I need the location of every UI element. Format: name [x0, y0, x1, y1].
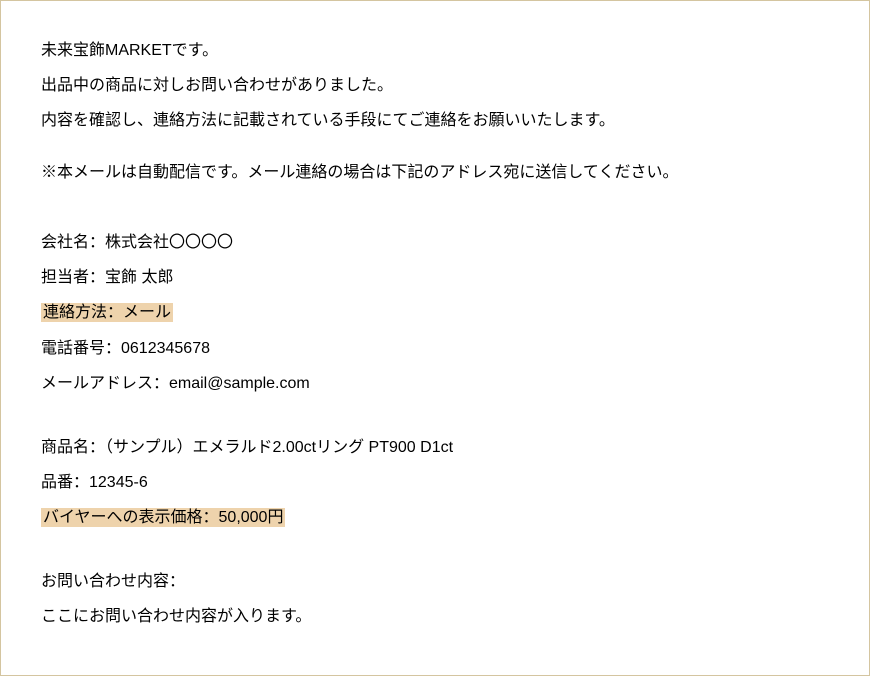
spacer: [41, 401, 829, 411]
intro-line-2: 出品中の商品に対しお問い合わせがありました。: [41, 68, 829, 103]
intro-block: 未来宝飾MARKETです。 出品中の商品に対しお問い合わせがありました。 内容を…: [41, 33, 829, 190]
contact-method-line: 連絡方法：メール: [41, 295, 829, 330]
intro-line-4: ※本メールは自動配信です。メール連絡の場合は下記のアドレス宛に送信してください。: [41, 155, 829, 190]
product-name-line: 商品名：（サンプル）エメラルド2.00ctリング PT900 D1ct: [41, 430, 829, 465]
email-container: 未来宝飾MARKETです。 出品中の商品に対しお問い合わせがありました。 内容を…: [0, 0, 870, 676]
email-line: メールアドレス：email@sample.com: [41, 366, 829, 401]
contact-method-highlight: 連絡方法：メール: [41, 303, 173, 322]
inquiry-label: お問い合わせ内容：: [41, 564, 829, 599]
spacer: [41, 190, 829, 206]
spacer: [41, 535, 829, 545]
buyer-price-line: バイヤーへの表示価格：50,000円: [41, 500, 829, 535]
intro-line-3: 内容を確認し、連絡方法に記載されている手段にてご連絡をお願いいたします。: [41, 103, 829, 138]
sku-line: 品番：12345-6: [41, 465, 829, 500]
contact-block: 会社名：株式会社〇〇〇〇 担当者：宝飾 太郎 連絡方法：メール 電話番号：061…: [41, 225, 829, 401]
inquiry-block: お問い合わせ内容： ここにお問い合わせ内容が入ります。: [41, 564, 829, 634]
inquiry-body: ここにお問い合わせ内容が入ります。: [41, 599, 829, 634]
product-block: 商品名：（サンプル）エメラルド2.00ctリング PT900 D1ct 品番：1…: [41, 430, 829, 536]
company-line: 会社名：株式会社〇〇〇〇: [41, 225, 829, 260]
phone-line: 電話番号：0612345678: [41, 331, 829, 366]
buyer-price-highlight: バイヤーへの表示価格：50,000円: [41, 508, 285, 527]
spacer: [41, 139, 829, 155]
person-line: 担当者：宝飾 太郎: [41, 260, 829, 295]
intro-line-1: 未来宝飾MARKETです。: [41, 33, 829, 68]
